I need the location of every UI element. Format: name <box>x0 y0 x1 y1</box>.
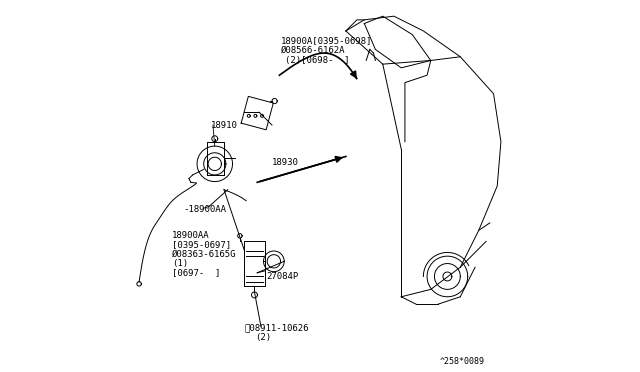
Text: (1): (1) <box>172 259 188 268</box>
Text: ^258*0089: ^258*0089 <box>439 357 484 366</box>
Text: [0697-  ]: [0697- ] <box>172 268 221 277</box>
Text: Ø08363-6165G: Ø08363-6165G <box>172 250 237 259</box>
Text: 18930: 18930 <box>272 157 299 167</box>
Text: 18910: 18910 <box>211 121 238 129</box>
Text: ⓝ08911-10626: ⓝ08911-10626 <box>244 324 309 333</box>
Text: 27084P: 27084P <box>266 272 299 281</box>
Text: -18900AA: -18900AA <box>184 205 227 215</box>
Text: (2): (2) <box>255 333 271 342</box>
Text: Ø08566-6162A: Ø08566-6162A <box>281 46 346 55</box>
Text: 18900A[0395-0698]: 18900A[0395-0698] <box>281 36 372 45</box>
Text: [0395-0697]: [0395-0697] <box>172 241 232 250</box>
Text: 18900AA: 18900AA <box>172 231 210 240</box>
Text: (2)[0698-  ]: (2)[0698- ] <box>285 55 349 65</box>
